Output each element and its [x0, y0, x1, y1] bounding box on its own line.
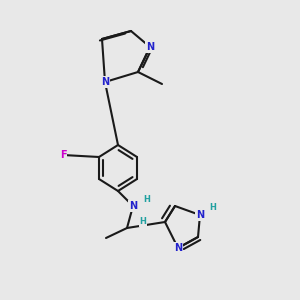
Text: N: N [101, 77, 109, 87]
Text: F: F [60, 150, 66, 160]
Text: H: H [140, 218, 146, 226]
Text: N: N [196, 210, 204, 220]
Text: H: H [210, 203, 216, 212]
Text: N: N [174, 243, 182, 253]
Text: N: N [129, 201, 137, 211]
Text: N: N [146, 42, 154, 52]
Text: H: H [144, 194, 150, 203]
